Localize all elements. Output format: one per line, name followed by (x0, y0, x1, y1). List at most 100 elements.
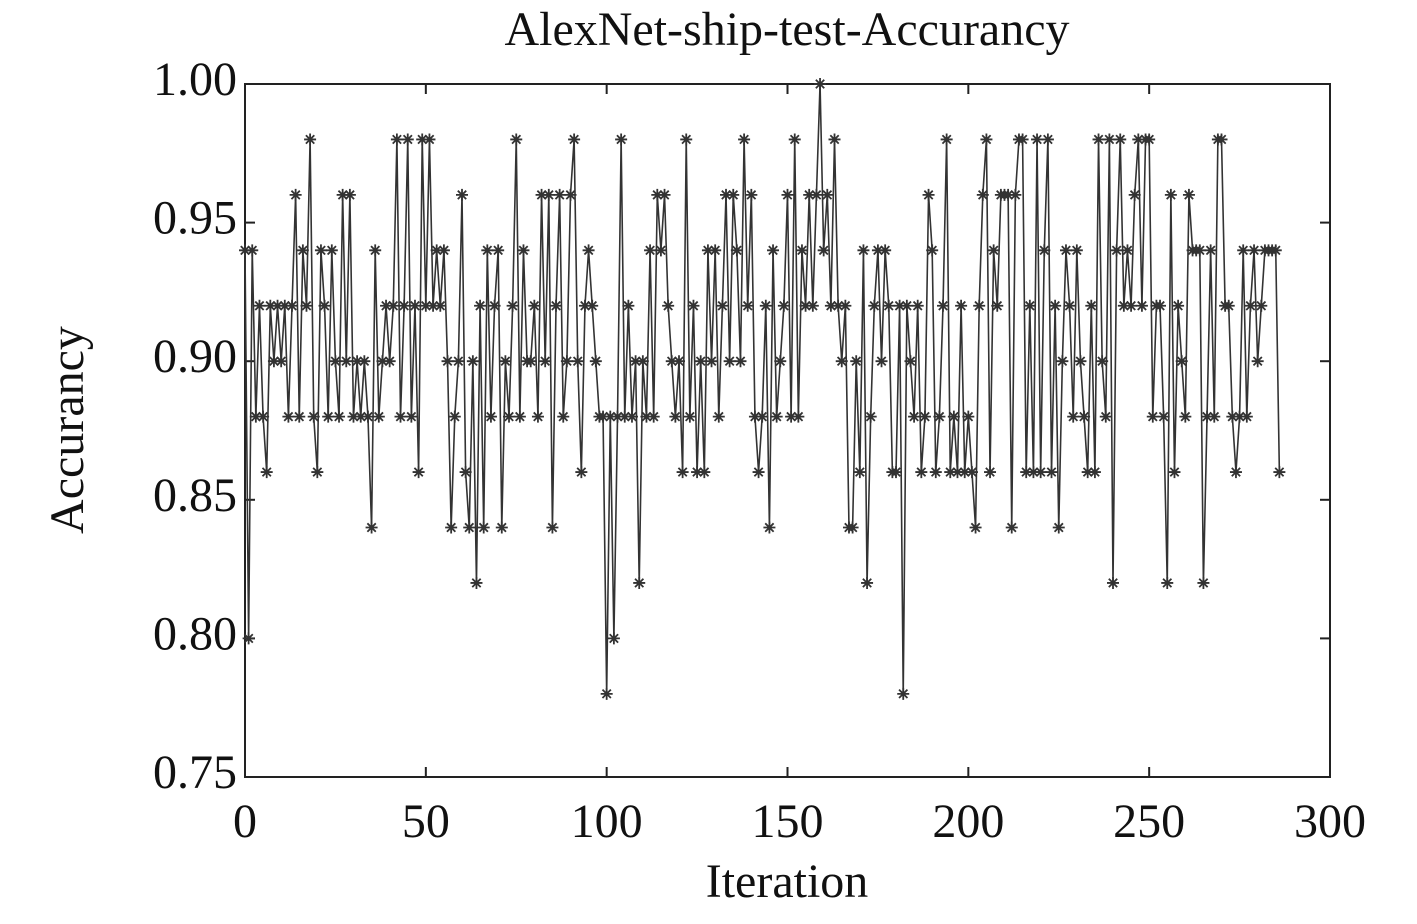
data-marker (1016, 133, 1029, 146)
data-marker (821, 188, 834, 201)
data-marker (658, 188, 671, 201)
data-marker (560, 355, 573, 368)
data-marker (340, 355, 353, 368)
data-marker (734, 355, 747, 368)
y-tick-label: 0.95 (153, 192, 237, 245)
data-marker (390, 133, 403, 146)
data-marker (781, 188, 794, 201)
data-marker (380, 299, 393, 312)
data-marker (394, 410, 407, 423)
data-marker (1244, 299, 1257, 312)
x-tick-label: 0 (233, 795, 257, 848)
data-marker (1146, 410, 1159, 423)
y-tick-label: 0.75 (153, 746, 237, 799)
data-marker (857, 244, 870, 257)
data-marker (481, 244, 494, 257)
data-marker (958, 466, 971, 479)
data-marker (940, 133, 953, 146)
data-marker (314, 244, 327, 257)
data-marker (531, 410, 544, 423)
data-marker (510, 133, 523, 146)
data-marker (271, 299, 284, 312)
data-marker (1233, 410, 1246, 423)
data-marker (329, 355, 342, 368)
data-marker (528, 299, 541, 312)
data-marker (665, 355, 678, 368)
data-marker (589, 355, 602, 368)
data-marker (1222, 299, 1235, 312)
data-marker (466, 355, 479, 368)
data-marker (1237, 244, 1250, 257)
data-marker (1103, 133, 1116, 146)
data-marker (412, 466, 425, 479)
data-marker (683, 410, 696, 423)
data-marker (1088, 466, 1101, 479)
data-marker (803, 188, 816, 201)
data-marker (474, 299, 487, 312)
data-marker (1114, 133, 1127, 146)
data-marker (937, 299, 950, 312)
data-marker (962, 410, 975, 423)
data-marker (980, 133, 993, 146)
data-marker (564, 188, 577, 201)
data-marker (242, 632, 255, 645)
data-marker (441, 355, 454, 368)
data-marker (1117, 299, 1130, 312)
data-marker (691, 466, 704, 479)
y-tick-label: 0.85 (153, 469, 237, 522)
y-tick-label: 1.00 (153, 53, 237, 106)
data-marker (984, 466, 997, 479)
data-marker (1172, 299, 1185, 312)
data-marker (897, 687, 910, 700)
data-marker (286, 299, 299, 312)
y-tick-label: 0.90 (153, 330, 237, 383)
data-marker (398, 299, 411, 312)
data-marker (575, 466, 588, 479)
data-marker (777, 299, 790, 312)
data-marker (611, 410, 624, 423)
data-marker (727, 188, 740, 201)
data-marker (1023, 299, 1036, 312)
data-marker (676, 466, 689, 479)
data-marker (1248, 244, 1261, 257)
data-marker (644, 244, 657, 257)
data-marker (456, 188, 468, 201)
data-marker (1099, 410, 1112, 423)
data-marker (282, 410, 295, 423)
data-marker (673, 355, 685, 368)
data-marker (654, 244, 667, 257)
data-marker (604, 410, 617, 423)
data-marker (1215, 133, 1228, 146)
data-marker (853, 466, 866, 479)
data-marker (629, 355, 642, 368)
data-marker (307, 410, 320, 423)
data-marker (850, 355, 863, 368)
data-marker (987, 244, 1000, 257)
data-marker (463, 521, 476, 534)
data-marker (484, 410, 497, 423)
data-marker (550, 299, 563, 312)
data-marker (296, 244, 309, 257)
data-marker (1081, 466, 1094, 479)
data-marker (495, 521, 508, 534)
data-marker (1135, 299, 1148, 312)
data-marker (1092, 133, 1105, 146)
data-marker (1034, 466, 1047, 479)
data-marker (806, 299, 819, 312)
data-marker (1121, 244, 1134, 257)
data-marker (640, 410, 653, 423)
data-marker (875, 355, 888, 368)
data-marker (427, 299, 440, 312)
data-marker (246, 244, 259, 257)
x-tick-label: 50 (402, 795, 450, 848)
data-marker (401, 133, 414, 146)
data-line (244, 83, 1281, 694)
data-marker (434, 299, 447, 312)
data-marker (759, 299, 772, 312)
data-marker (524, 355, 537, 368)
data-marker (1164, 188, 1177, 201)
data-marker (922, 188, 935, 201)
data-marker (408, 299, 421, 312)
data-marker (239, 244, 251, 257)
y-tick-label: 0.80 (153, 607, 237, 660)
